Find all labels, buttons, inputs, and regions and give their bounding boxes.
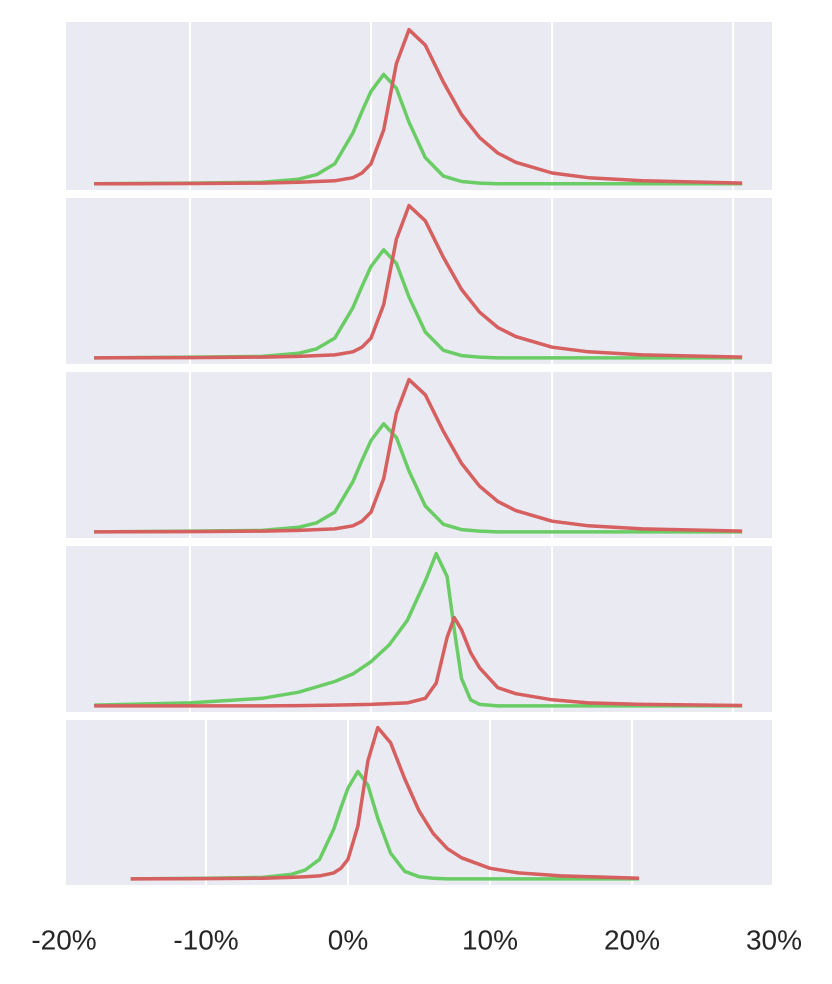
density-line — [94, 551, 743, 708]
x-tick-label: -20% — [31, 924, 96, 955]
panel-background — [66, 546, 772, 712]
density-line — [94, 615, 743, 708]
x-tick-label: 30% — [746, 924, 802, 955]
density-line — [130, 769, 640, 881]
x-tick-label: 0% — [328, 924, 368, 955]
x-tick-label: -10% — [173, 924, 238, 955]
density-line — [94, 72, 743, 186]
panel-background — [66, 22, 772, 190]
density-line — [130, 725, 640, 881]
panel-background — [66, 720, 772, 885]
panel-background — [66, 372, 772, 538]
density-line — [94, 27, 743, 186]
x-tick-label: 20% — [604, 924, 660, 955]
x-tick-label: 10% — [462, 924, 518, 955]
panel-background — [66, 198, 772, 364]
density-line — [94, 377, 743, 534]
density-line — [94, 422, 743, 534]
density-line — [94, 248, 743, 360]
density-line — [94, 203, 743, 360]
